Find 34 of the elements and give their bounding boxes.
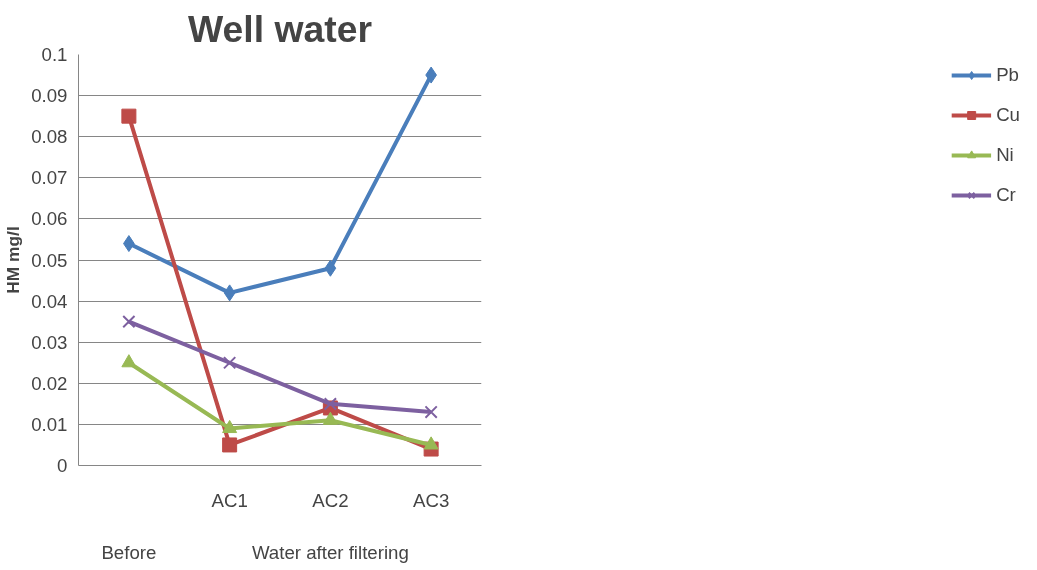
y-tick-label: 0.03 [31,331,68,353]
point [121,108,137,124]
point [121,354,137,368]
y-tick-label: 0.08 [31,126,68,148]
y-tick-label: 0.09 [31,85,68,107]
y-tick-label: 0.04 [31,290,68,312]
y-tick-label: 0.07 [31,167,68,189]
y-tick-label: 0 [57,455,68,476]
point [222,356,237,370]
y-tick-label: 0.01 [31,413,68,435]
point [324,259,337,277]
point [323,397,338,411]
y-tick-label: 0.1 [41,44,68,65]
x-tick-label: AC3 [412,489,450,511]
point [223,284,236,302]
point [122,314,136,329]
point [222,437,238,453]
x-tick-label: AC1 [211,489,248,511]
x-tick-label: AC2 [312,489,349,511]
y-tick-label: 0.02 [31,372,68,394]
y-tick-label: 0.05 [31,249,68,271]
point [222,419,238,434]
y-axis-title: HM mg/l [3,226,24,294]
legend-label: Ni [996,144,1015,166]
chart-title: Well water [188,7,372,50]
text: Before [101,541,157,563]
point [424,405,438,419]
point [423,436,439,450]
text: Water after filtering [251,541,409,563]
legend-label: Pb [996,64,1019,86]
point [322,411,338,425]
y-tick-label: 0.06 [31,208,68,230]
legend-label: Cr [996,184,1017,206]
legend-label: Cu [996,104,1020,126]
